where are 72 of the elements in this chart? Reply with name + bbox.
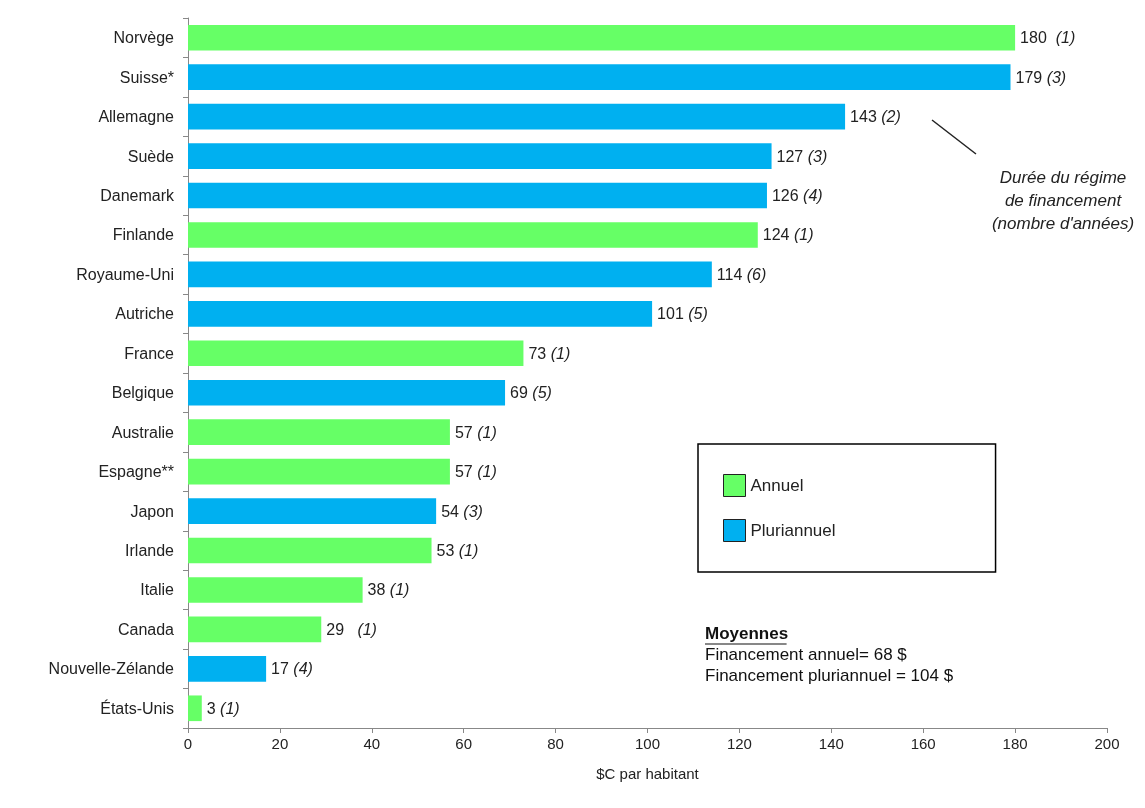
y-tick-label: Italie — [140, 581, 175, 599]
y-tick-label: Allemagne — [98, 108, 175, 126]
data-label: 179 (3) — [1015, 68, 1067, 86]
bar — [188, 577, 363, 603]
y-tick-label: Royaume-Uni — [76, 265, 174, 283]
y-tick-label: France — [124, 344, 175, 362]
data-label: 127 (3) — [776, 147, 828, 165]
x-tick-label: 140 — [818, 735, 844, 752]
bar — [188, 261, 712, 288]
annotation: Financement annuel= 68 $ — [705, 645, 908, 664]
x-tick-label: 200 — [1094, 735, 1120, 752]
bar — [188, 616, 322, 643]
bar — [188, 182, 767, 209]
x-tick-label: 100 — [634, 735, 661, 752]
bar — [188, 458, 450, 485]
bar — [188, 222, 758, 248]
x-tick-label: 20 — [271, 735, 289, 752]
bar — [188, 301, 653, 327]
data-label: 114 (6) — [716, 265, 767, 283]
data-label: 17 (4) — [271, 660, 313, 678]
y-tick-label: Nouvelle-Zélande — [48, 660, 175, 678]
x-axis-title: $C par habitant — [596, 765, 700, 782]
legend-label: Annuel — [750, 476, 804, 495]
x-tick-label: 180 — [1002, 735, 1028, 752]
y-tick-label: Autriche — [115, 305, 175, 323]
y-tick-label: Belgique — [111, 384, 175, 402]
data-label: 143 (2) — [850, 108, 901, 126]
x-tick-label: 40 — [363, 735, 381, 752]
data-label: 101 (5) — [657, 305, 708, 323]
y-tick-label: Irlande — [125, 542, 175, 559]
x-tick-label: 60 — [455, 735, 473, 752]
bar — [188, 24, 1016, 51]
y-tick-label: Norvège — [113, 29, 175, 47]
data-label: 73 (1) — [528, 344, 571, 362]
data-label: 180 (1) — [1020, 29, 1076, 47]
data-label: 29 (1) — [326, 620, 377, 638]
annotation: Durée du régime de financement (nombre d'années) — [991, 168, 1135, 233]
bar — [188, 64, 1011, 90]
bar — [188, 695, 202, 722]
bar — [188, 143, 772, 169]
x-tick-label: 160 — [910, 735, 936, 752]
bar — [188, 419, 450, 445]
x-tick-label: 80 — [547, 735, 564, 752]
y-tick-label: Espagne** — [98, 463, 174, 481]
y-tick-label: Finlande — [112, 226, 175, 244]
data-label: 69 (5) — [510, 384, 552, 402]
data-label: 54 (3) — [441, 502, 483, 520]
y-tick-label: Australie — [111, 423, 175, 441]
x-tick-label: 120 — [726, 735, 752, 752]
y-tick-label: Japon — [130, 502, 174, 520]
bar — [188, 340, 524, 367]
data-label: 57 (1) — [454, 423, 497, 441]
data-label: 57 (1) — [454, 463, 497, 481]
data-label: 53 (1) — [436, 542, 479, 559]
y-tick-label: Suède — [127, 147, 175, 165]
bar — [188, 498, 437, 524]
data-label: 126 (4) — [771, 187, 823, 204]
annotation: Financement pluriannuel = 104 $ — [705, 666, 954, 685]
legend-label: Pluriannuel — [750, 521, 836, 540]
y-tick-label: États-Unis — [100, 698, 174, 717]
y-tick-label: Danemark — [100, 187, 175, 204]
bar — [188, 537, 432, 564]
y-tick-label: Canada — [117, 620, 175, 638]
data-label: 3 (1) — [206, 699, 240, 717]
annotation: Moyennes — [705, 624, 789, 643]
bar — [188, 656, 267, 682]
x-tick-label: 0 — [183, 735, 193, 752]
y-tick-label: Suisse* — [119, 68, 174, 86]
bar — [188, 379, 506, 406]
data-label: 38 (1) — [367, 581, 410, 599]
bar — [188, 103, 846, 130]
data-label: 124 (1) — [762, 226, 814, 244]
